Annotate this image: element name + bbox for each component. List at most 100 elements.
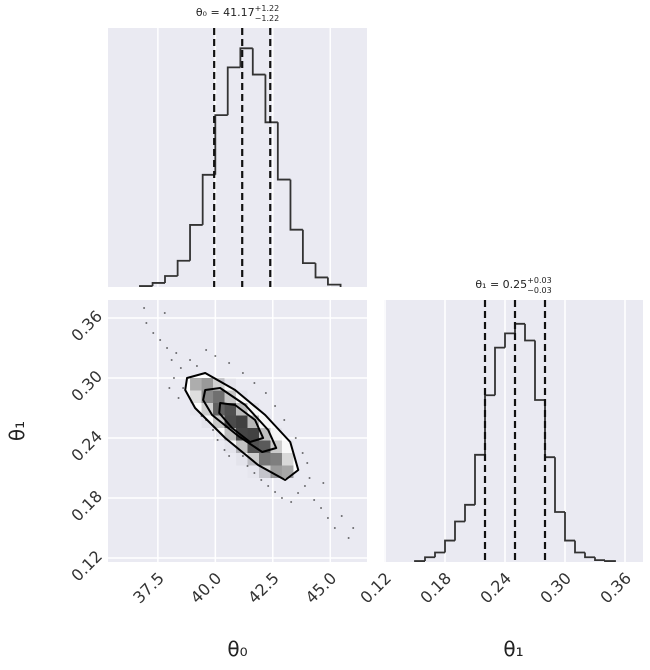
histogram-step: [164, 275, 178, 283]
x-tick-label: 0.18: [416, 569, 455, 608]
sample-point: [228, 455, 231, 457]
density-cell: [190, 453, 201, 466]
panel-background: [108, 28, 367, 287]
density-cell: [247, 415, 259, 428]
x-tick-label: 0.24: [476, 569, 515, 608]
sample-point: [246, 465, 249, 467]
histogram-step: [494, 346, 505, 396]
panel-title: θ₁ = 0.25+0.03 −0.03: [475, 276, 551, 295]
sample-point: [241, 372, 244, 374]
x-axis-label: θ₁: [503, 637, 523, 661]
histogram-step: [604, 560, 616, 562]
density-cell: [247, 428, 259, 441]
sample-point: [177, 397, 180, 399]
title-lower: −0.03: [527, 286, 552, 295]
y-tick-label: 0.36: [67, 307, 106, 346]
histogram-step: [504, 332, 515, 348]
histogram-step: [554, 457, 565, 513]
sample-point: [313, 499, 316, 501]
density-cell: [202, 441, 213, 454]
density-cell: [202, 428, 213, 441]
histogram-step: [574, 540, 585, 554]
histogram-step: [251, 48, 266, 76]
y-tick-label: 0.12: [67, 547, 106, 586]
histogram-step: [454, 520, 465, 541]
density-cell: [282, 378, 293, 391]
title-lower: −1.22: [255, 14, 280, 23]
histogram-step: [564, 511, 575, 542]
sample-point: [179, 367, 182, 369]
density-cell: [259, 378, 270, 391]
histogram-step: [201, 173, 216, 225]
x-tick-label: 40.0: [187, 569, 226, 608]
sample-point: [303, 485, 306, 487]
histogram-step: [151, 282, 165, 287]
histogram-step: [434, 551, 445, 558]
density-cell: [190, 466, 201, 479]
sample-point: [163, 312, 166, 314]
density-cell: [270, 465, 282, 478]
density-cell: [258, 428, 271, 441]
histogram-step: [327, 277, 342, 287]
density-cell: [236, 428, 248, 441]
histogram-step: [139, 285, 153, 287]
title-upper: +1.22: [255, 4, 280, 13]
density-cell: [247, 453, 259, 466]
x-tick-label: 42.5: [244, 569, 283, 608]
sample-point: [189, 359, 192, 361]
sample-point: [195, 365, 198, 367]
density-cell: [258, 453, 271, 466]
histogram-step: [301, 229, 316, 265]
sample-point: [294, 437, 297, 439]
x-tick-label: 0.36: [596, 569, 635, 608]
sample-point: [308, 477, 311, 479]
sample-point: [159, 339, 162, 341]
density-cell: [270, 391, 281, 404]
y-axis-label: θ₁: [5, 421, 29, 441]
density-cell: [190, 378, 202, 391]
histogram-step: [264, 74, 278, 124]
density-cell: [213, 378, 225, 391]
density-cell: [247, 466, 258, 479]
sample-point: [253, 472, 256, 474]
density-cell: [225, 466, 236, 479]
title-text: θ₁ = 0.25: [475, 278, 527, 291]
sample-point: [320, 507, 323, 509]
x-tick-label: 0.12: [356, 569, 395, 608]
density-cell: [201, 403, 214, 416]
y-tick-label: 0.24: [67, 427, 106, 466]
density-cell: [281, 453, 294, 466]
sample-point: [168, 387, 171, 389]
histogram-step: [189, 224, 203, 261]
sample-point: [283, 419, 286, 421]
histogram-step: [584, 552, 595, 559]
sample-point: [260, 479, 263, 481]
density-cell: [213, 466, 224, 479]
sample-point: [205, 349, 208, 351]
sample-point: [333, 527, 336, 529]
title-text: θ₀ = 41.17: [196, 6, 255, 19]
sample-point: [340, 515, 343, 517]
density-cell: [236, 378, 247, 391]
sample-point: [175, 352, 178, 354]
histogram-step: [594, 557, 605, 561]
x-tick-label: 37.5: [129, 569, 168, 608]
density-cell: [224, 415, 237, 428]
histogram-step: [239, 47, 253, 68]
density-cell: [281, 465, 294, 478]
sample-point: [228, 362, 231, 364]
density-cell: [258, 440, 271, 453]
density-cell: [258, 465, 271, 478]
contour-line: [202, 387, 278, 453]
contour-line: [184, 372, 300, 481]
density-cell: [236, 466, 247, 479]
x-tick-label: 0.30: [536, 569, 575, 608]
density-cell: [282, 391, 293, 404]
density-cell: [282, 416, 293, 429]
sample-point: [352, 527, 355, 529]
density-cell: [236, 440, 248, 453]
histogram-step: [276, 122, 291, 181]
density-cell: [282, 403, 293, 416]
sample-point: [172, 377, 175, 379]
